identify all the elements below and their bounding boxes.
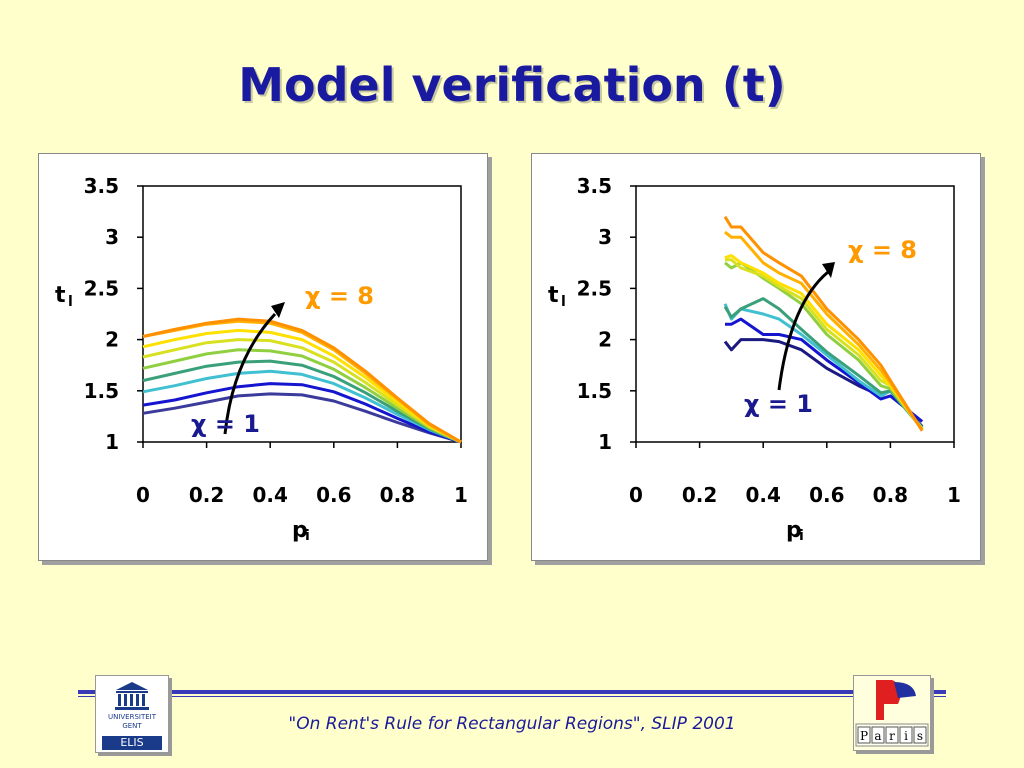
chart-left: 1 1.5 2 2.5 3 3.5 0 0.2 0.4 0.6 0.8 1 t l pi χ = 8 χ = 1 [55,174,468,544]
y-tick-label: 2.5 [84,276,119,300]
paris-letter: P [860,729,868,743]
y-tick-label: 2 [105,328,119,352]
trend-arrow [777,270,829,391]
ugent-logo-line1: UNIVERSITEIT [107,713,157,721]
y-axis-label-subscript: l [68,294,73,310]
x-axis-label-subscript: i [799,528,804,544]
plot-frame [142,185,462,443]
x-tick-label: 0.2 [189,483,224,507]
series-line [142,392,462,444]
y-tick-label: 1 [598,430,612,454]
series-line [723,215,924,432]
x-tick-label: 1 [947,483,961,507]
series-line [723,297,924,430]
ugent-logo-line2: GENT [122,722,142,730]
y-axis-label-subscript: l [561,294,566,310]
x-axis-label: p [292,518,308,543]
chart-panel-right: 1 1.5 2 2.5 3 3.5 0 0.2 0.4 0.6 0.8 1 t l p i χ = 8 χ = 1 [531,153,981,561]
x-axis-label: p [786,518,802,543]
footer-citation: "On Rent's Rule for Rectangular Regions"… [288,714,736,734]
x-tick-label: 0 [629,483,643,507]
y-tick-label: 2 [598,328,612,352]
series-line [142,382,462,444]
x-tick-label: 1 [454,483,468,507]
y-tick-label: 3.5 [84,174,119,198]
x-tick-label: 0.6 [809,483,844,507]
trend-arrow [223,312,277,435]
y-tick-label: 1.5 [84,379,119,403]
y-tick-label: 1 [105,430,119,454]
series-line [724,254,924,431]
series-line [142,359,462,444]
series-line [142,348,462,444]
annotation-chi-1: χ = 1 [744,390,813,418]
arrow-head-icon [271,302,285,318]
y-tick-label: 3 [105,225,119,249]
y-tick-label: 3.5 [577,174,612,198]
annotation-chi-8: χ = 8 [848,236,917,264]
x-tick-label: 0 [136,483,150,507]
y-axis-label: t [548,283,559,308]
footer-divider [78,690,946,694]
y-tick-label: 3 [598,225,612,249]
paris-letter-box [857,726,871,744]
paris-letter-box [885,726,899,744]
paris-letter: a [874,729,881,743]
building-icon [115,682,149,710]
x-tick-label: 0.8 [380,483,415,507]
paris-letter-box [871,726,885,744]
ugent-logo-elis: ELIS [102,736,162,750]
x-tick-label: 0.8 [873,483,908,507]
paris-letter: s [917,729,923,743]
x-axis-label-subscript: i [305,528,310,544]
paris-letter-box [913,726,927,744]
y-axis-label: t [55,283,66,308]
paris-letter: r [889,729,895,743]
footer-divider-thin [78,696,946,697]
x-tick-label: 0.2 [682,483,717,507]
paris-letter: i [904,729,908,743]
series-line [725,317,924,423]
series-line [724,230,924,432]
y-tick-label: 2.5 [577,276,612,300]
annotation-chi-1: χ = 1 [191,410,260,438]
chart-right: 1 1.5 2 2.5 3 3.5 0 0.2 0.4 0.6 0.8 1 t l pi χ = 8 χ = 1 [548,174,961,544]
series-line [142,317,462,444]
chart-panel-left: 1 1.5 2 2.5 3 3.5 0 0.2 0.4 0.6 0.8 1 t l p i χ = 8 χ = 1 [38,153,488,561]
series-line [725,258,924,431]
series-line [142,369,462,444]
plot-frame [635,185,955,443]
x-tick-label: 0.4 [745,483,780,507]
slide-title: Model verification (t) [238,58,786,112]
series-line [142,338,462,444]
ugent-logo: UNIVERSITEIT GENT ELIS [95,675,169,753]
paris-letter-box [899,726,913,744]
x-tick-label: 0.6 [316,483,351,507]
series-line [142,328,462,444]
arrow-head-icon [822,262,835,278]
annotation-chi-8: χ = 8 [305,282,374,310]
y-tick-label: 1.5 [577,379,612,403]
x-tick-label: 0.4 [252,483,287,507]
